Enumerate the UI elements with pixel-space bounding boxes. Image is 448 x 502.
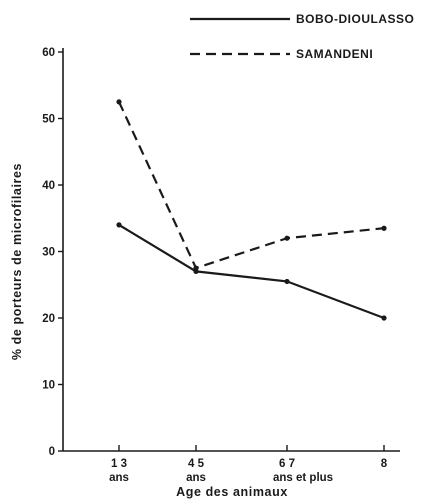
data-point (284, 278, 290, 285)
y-tick-label: 50 (42, 114, 55, 126)
data-point (193, 265, 199, 271)
data-point (116, 222, 122, 228)
data-point (381, 315, 387, 321)
y-tick-label: 20 (42, 313, 55, 325)
x-tick-label: 6 7 (279, 458, 295, 470)
y-tick-label: 60 (42, 47, 55, 59)
y-tick-label: 0 (49, 446, 55, 458)
x-tick-sublabel: ans (186, 472, 206, 484)
data-point (284, 235, 290, 241)
x-tick-sublabel: ans et plus (273, 472, 333, 484)
series-lines (116, 99, 387, 321)
x-tick-label: 8 (381, 458, 388, 470)
y-tick-label: 10 (42, 380, 55, 392)
x-tick-sublabel: ans (109, 472, 129, 484)
y-tick-label: 40 (42, 180, 55, 192)
data-point (381, 225, 387, 231)
y-axis-title: % de porteurs de microfilaires (10, 163, 24, 360)
series-line-solid (118, 223, 385, 320)
legend: BOBO-DIOULASSO SAMANDENI (190, 12, 414, 61)
axes: 0 10 20 30 40 50 60 1 3 ans 4 5 ans 6 7 ans et plus 8… (10, 47, 400, 499)
data-point (116, 99, 122, 105)
legend-label: BOBO-DIOULASSO (296, 12, 414, 26)
legend-label: SAMANDENI (296, 47, 373, 61)
x-axis-title: Age des animaux (176, 485, 288, 499)
series-line-dashed (118, 101, 385, 270)
x-tick-label: 1 3 (111, 458, 127, 470)
y-tick-label: 30 (42, 247, 55, 259)
x-tick-label: 4 5 (188, 458, 205, 470)
